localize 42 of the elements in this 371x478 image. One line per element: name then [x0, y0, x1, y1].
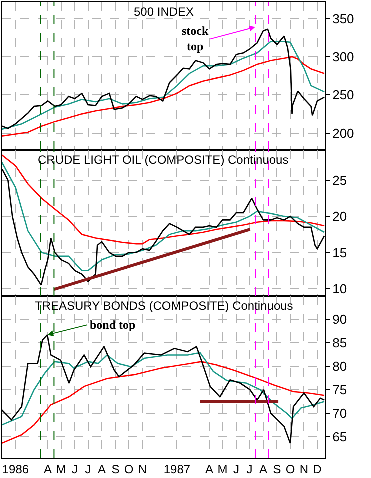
y-tick-label: 25: [332, 172, 348, 188]
x-tick-label: 1986: [2, 462, 30, 476]
line-series: [2, 154, 325, 245]
x-tick-label: J: [72, 462, 78, 476]
x-tick-label: S: [273, 462, 282, 476]
y-tick-label: 300: [332, 50, 354, 64]
y-tick-label: 350: [332, 11, 354, 26]
x-tick-label: A: [259, 462, 268, 476]
x-tick-label: M: [56, 462, 66, 476]
y-tick-label: 65: [332, 429, 348, 444]
x-tick-label: D: [313, 462, 322, 476]
y-tick-label: 90: [332, 312, 348, 328]
annotation: bond top: [90, 318, 136, 332]
y-tick-label: 200: [332, 126, 354, 141]
y-tick-label: 70: [332, 406, 348, 421]
x-tick-label: O: [286, 462, 296, 476]
x-tick-label: 1987: [164, 462, 191, 476]
y-tick-label: 250: [332, 88, 354, 103]
x-tick-label: A: [44, 462, 52, 476]
y-tick-label: 15: [332, 245, 348, 260]
x-tick-label: A: [98, 462, 106, 476]
line-series: [2, 352, 325, 426]
y-tick-label: 10: [332, 281, 348, 296]
chart-title: CRUDE LIGHT OIL (COMPOSITE) Continuous: [38, 153, 289, 167]
x-tick-label: O: [124, 462, 134, 476]
y-tick-label: 85: [332, 336, 348, 351]
line-series: [2, 56, 325, 137]
x-tick-label: J: [85, 462, 92, 476]
x-tick-label: J: [234, 462, 240, 476]
chart-title: 500 INDEX: [134, 5, 194, 19]
y-tick-label: 20: [332, 209, 348, 224]
annotation: stock top: [182, 24, 209, 54]
x-tick-label: M: [218, 462, 228, 476]
x-tick-label: N: [300, 462, 309, 476]
y-tick-label: 75: [332, 382, 348, 398]
x-tick-label: J: [246, 462, 253, 476]
y-tick-label: 80: [332, 359, 348, 374]
chart-title: TREASURY BONDS (COMPOSITE) Continuous: [35, 299, 294, 313]
x-tick-label: S: [112, 462, 120, 476]
x-tick-label: N: [138, 462, 148, 476]
x-tick-label: A: [206, 462, 214, 476]
line-series: [2, 361, 325, 444]
